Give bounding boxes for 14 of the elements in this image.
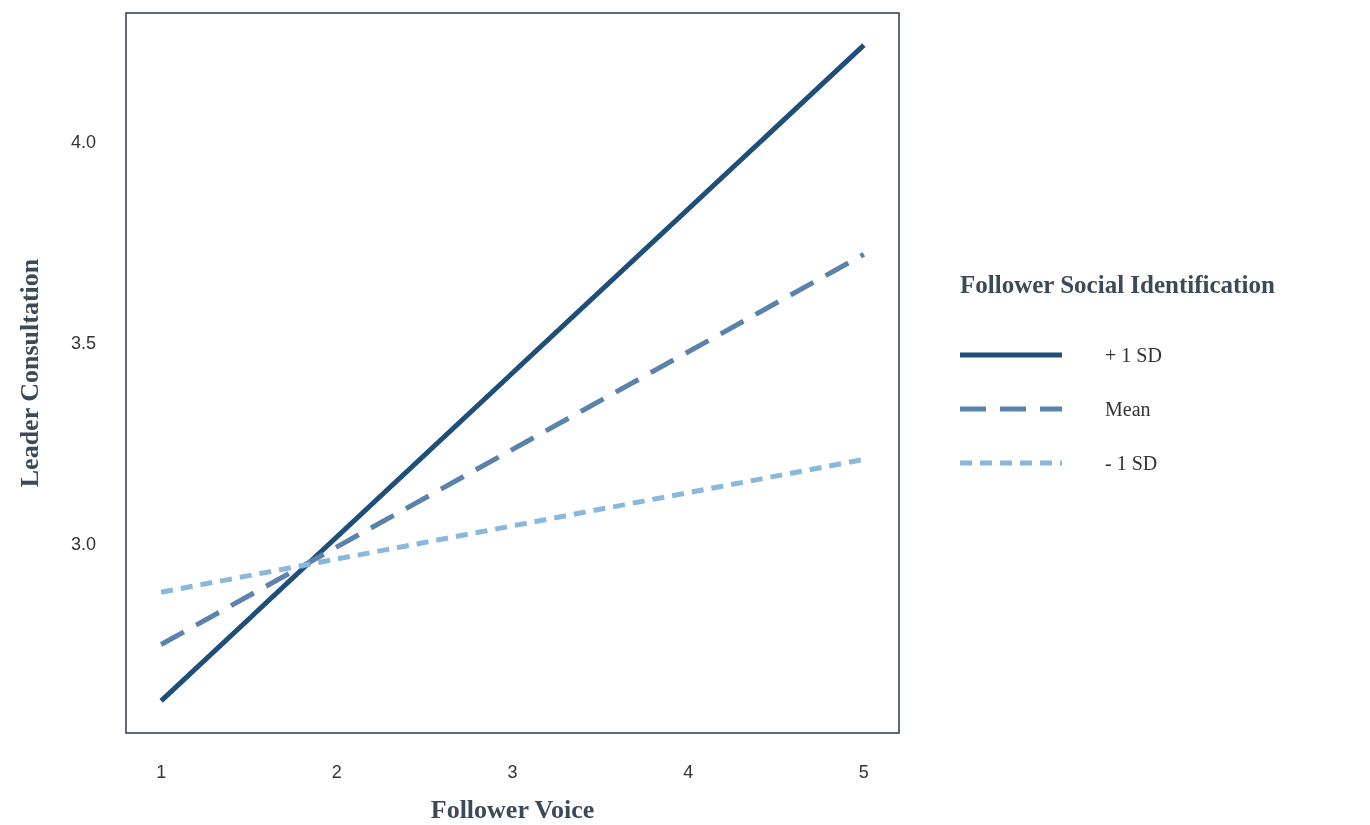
text: - 1 SD — [1105, 452, 1158, 474]
y-tick-label: 3.0 — [70, 534, 96, 555]
text: Mean — [1105, 398, 1151, 420]
x-axis-title: Follower Voice — [430, 795, 595, 824]
legend-title: Follower Social Identification — [960, 271, 1275, 298]
x-tick-label: 4 — [683, 762, 694, 782]
x-tick-label: 5 — [858, 762, 869, 782]
x-tick-label: 1 — [156, 762, 167, 782]
x-tick-label: 3 — [507, 762, 518, 782]
text: + 1 SD — [1105, 344, 1162, 366]
x-tick-label: 2 — [331, 762, 342, 782]
y-axis-title: Leader Consultation — [15, 258, 44, 488]
y-tick-label: 3.5 — [70, 333, 96, 354]
y-tick-label: 4.0 — [70, 132, 96, 153]
